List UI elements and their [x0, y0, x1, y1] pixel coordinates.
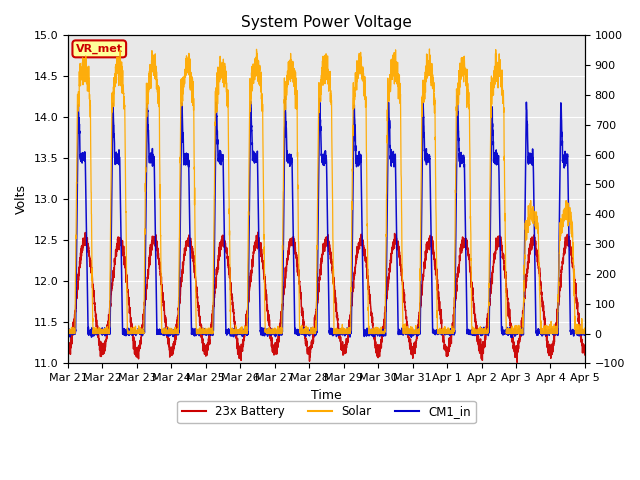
Text: VR_met: VR_met — [76, 44, 123, 54]
Title: System Power Voltage: System Power Voltage — [241, 15, 412, 30]
X-axis label: Time: Time — [311, 389, 342, 402]
Legend: 23x Battery, Solar, CM1_in: 23x Battery, Solar, CM1_in — [177, 401, 476, 423]
Y-axis label: Volts: Volts — [15, 184, 28, 215]
